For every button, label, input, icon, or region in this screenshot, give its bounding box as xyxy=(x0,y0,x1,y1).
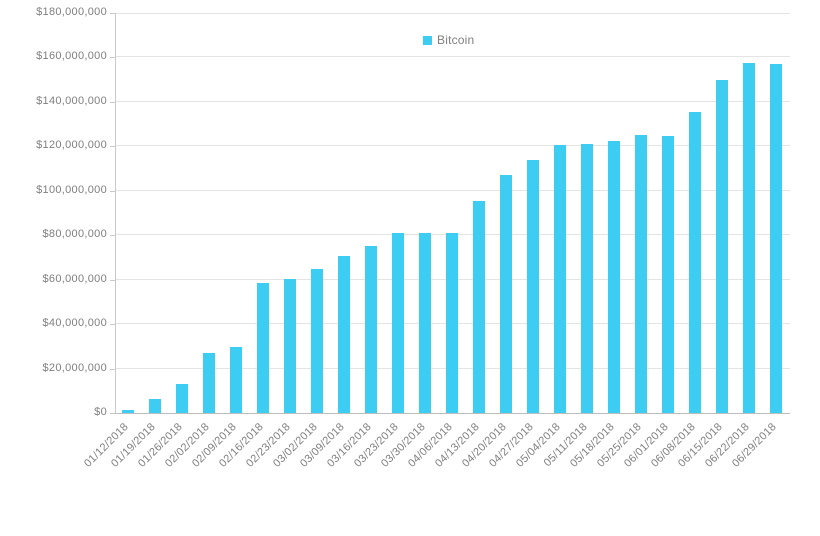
y-tick-label: $40,000,000 xyxy=(42,317,107,330)
bar-02-16-2018 xyxy=(256,283,269,413)
bar-02-09-2018 xyxy=(229,347,242,413)
y-axis-tick xyxy=(110,190,115,192)
bar-03-09-2018 xyxy=(337,256,350,413)
y-tick-label: $120,000,000 xyxy=(36,139,107,152)
bar-04-13-2018 xyxy=(472,200,485,413)
bar-02-23-2018 xyxy=(283,278,296,413)
y-tick-label: $20,000,000 xyxy=(42,361,107,374)
legend-label-bitcoin: Bitcoin xyxy=(437,33,475,47)
bitcoin-weekly-bar-chart: Bitcoin $0 $20,000,000 $40,000,000 $60,000,… xyxy=(36,6,790,470)
bar-04-06-2018 xyxy=(445,233,458,413)
bar-01-26-2018 xyxy=(175,384,188,413)
gridline xyxy=(116,13,790,14)
gridline xyxy=(116,56,790,58)
y-axis-tick xyxy=(110,13,115,14)
bar-03-02-2018 xyxy=(310,268,323,413)
bar-04-27-2018 xyxy=(526,159,539,413)
bar-03-30-2018 xyxy=(418,233,431,413)
legend: Bitcoin xyxy=(423,33,474,47)
y-tick-label: $160,000,000 xyxy=(36,50,107,63)
gridline xyxy=(116,189,790,191)
bar-06-01-2018 xyxy=(661,136,674,413)
bar-06-22-2018 xyxy=(742,63,755,413)
y-axis-tick xyxy=(110,101,115,103)
y-axis-tick xyxy=(110,235,115,237)
bar-01-12-2018 xyxy=(121,409,134,413)
y-axis-tick xyxy=(110,368,115,370)
bar-01-19-2018 xyxy=(148,398,161,413)
bar-06-15-2018 xyxy=(715,79,728,413)
bar-05-18-2018 xyxy=(607,140,620,413)
bar-03-23-2018 xyxy=(391,233,404,413)
y-axis-tick xyxy=(110,146,115,148)
bar-05-04-2018 xyxy=(553,145,566,413)
plot-area xyxy=(115,13,790,414)
y-axis-tick xyxy=(110,324,115,326)
y-axis-tick xyxy=(110,413,115,414)
gridline xyxy=(116,145,790,147)
y-axis-tick xyxy=(110,279,115,281)
bar-05-25-2018 xyxy=(634,135,647,413)
y-tick-label: $180,000,000 xyxy=(36,6,107,18)
bar-02-02-2018 xyxy=(202,353,215,413)
gridline xyxy=(116,100,790,102)
bar-06-08-2018 xyxy=(688,111,701,413)
y-tick-label: $80,000,000 xyxy=(42,228,107,241)
y-tick-label: $140,000,000 xyxy=(36,94,107,107)
bar-04-20-2018 xyxy=(499,175,512,413)
bar-03-16-2018 xyxy=(364,246,377,413)
legend-swatch-bitcoin-icon xyxy=(423,35,432,45)
y-tick-label: $0 xyxy=(94,406,107,418)
y-tick-label: $100,000,000 xyxy=(36,183,107,196)
y-tick-label: $60,000,000 xyxy=(42,272,107,285)
bar-06-29-2018 xyxy=(770,64,782,413)
y-axis-tick xyxy=(110,57,115,59)
bar-05-11-2018 xyxy=(580,144,593,413)
